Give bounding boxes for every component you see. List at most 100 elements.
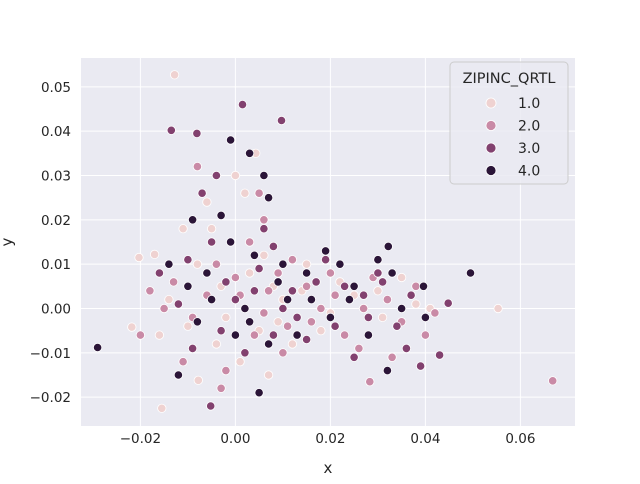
x-tick-label: 0.06 [505,431,535,447]
legend-marker [485,142,497,154]
data-point-q3 [363,312,373,322]
data-point-q4 [93,342,103,353]
x-axis-label: x [324,459,333,477]
data-point-q2 [330,290,340,300]
data-point-q2 [282,321,293,331]
legend-box [449,61,569,185]
data-point-q1 [263,370,274,380]
y-tick-label: −0.02 [30,390,71,406]
data-point-q4 [373,255,383,265]
data-point-q1 [192,259,202,269]
data-point-q4 [202,268,212,278]
data-point-q3 [287,286,297,296]
data-point-q4 [173,370,183,380]
data-point-q3 [230,294,240,305]
x-tick-label: 0.00 [220,431,250,447]
data-point-q2 [548,376,558,386]
data-point-q3 [254,263,264,274]
data-point-q1 [377,312,388,322]
data-point-q3 [443,298,453,308]
data-point-q4 [306,294,316,305]
data-point-q3 [166,125,176,135]
data-point-q1 [183,321,193,331]
y-tick-label: 0.00 [41,302,71,318]
data-point-q2 [387,352,397,362]
data-point-q2 [365,377,375,387]
data-point-q3 [249,286,259,296]
data-point-q3 [221,277,231,287]
data-point-q4 [226,237,236,247]
data-point-q1 [207,224,217,234]
data-point-q2 [159,303,169,314]
data-point-q4 [216,210,226,220]
data-point-q1 [411,299,421,309]
data-point-q3 [339,281,350,291]
data-point-q1 [230,170,240,181]
legend-title: ZIPINC_QRTL [463,71,556,87]
data-point-q3 [377,277,388,287]
legend-marker [485,97,497,109]
data-point-q2 [221,365,231,376]
data-point-q1 [154,330,164,340]
data-point-q1 [170,70,180,80]
data-point-q4 [240,303,250,314]
data-point-q1 [193,375,203,385]
data-point-q1 [373,286,383,296]
data-point-q3 [349,352,359,362]
data-point-q4 [396,303,407,314]
data-point-q2 [216,383,226,393]
data-point-q2 [230,272,240,283]
data-point-q2 [325,268,335,278]
data-point-q2 [259,308,269,318]
data-point-q4 [301,268,312,278]
data-point-q3 [192,128,202,138]
data-point-q2 [211,259,221,269]
data-point-q3 [401,343,411,353]
legend-marker [485,165,497,176]
data-point-q4 [418,281,429,291]
data-point-q1 [127,322,137,332]
data-point-q2 [287,255,297,265]
data-point-q3 [311,277,321,287]
data-point-q4 [230,330,240,340]
data-point-q3 [406,290,416,300]
data-point-q4 [363,330,373,340]
y-tick-label: 0.03 [41,168,71,184]
data-point-q3 [268,241,278,251]
data-point-q1 [240,188,250,198]
data-point-q1 [396,272,407,283]
data-point-q3 [259,224,269,234]
data-point-q4 [226,135,236,145]
data-point-q3 [373,268,383,278]
data-point-q2 [316,303,326,314]
data-point-q2 [358,303,369,314]
data-point-q3 [278,303,288,314]
data-point-q3 [206,401,216,411]
data-point-q2 [263,286,274,296]
data-point-q2 [259,215,269,225]
data-point-q4 [325,312,335,322]
data-point-q2 [411,281,421,291]
data-point-q4 [188,215,198,225]
data-point-q4 [387,268,397,278]
y-axis-label: y [0,237,16,246]
data-point-q4 [335,259,345,269]
data-point-q3 [188,343,198,353]
x-tick-label: 0.04 [410,431,440,447]
data-point-q3 [301,334,312,345]
data-point-q1 [235,357,245,367]
data-point-q2 [254,188,264,198]
data-point-q1 [301,259,312,269]
y-tick-label: 0.02 [41,213,71,229]
data-point-q3 [358,290,369,300]
data-point-q2 [178,357,188,367]
legend-label: 2.0 [518,119,540,135]
data-point-q4 [278,259,288,269]
data-point-q2 [145,286,155,296]
data-point-q3 [216,326,226,336]
data-point-q1 [287,339,297,349]
data-point-q3 [415,361,426,371]
data-point-q3 [320,255,331,265]
